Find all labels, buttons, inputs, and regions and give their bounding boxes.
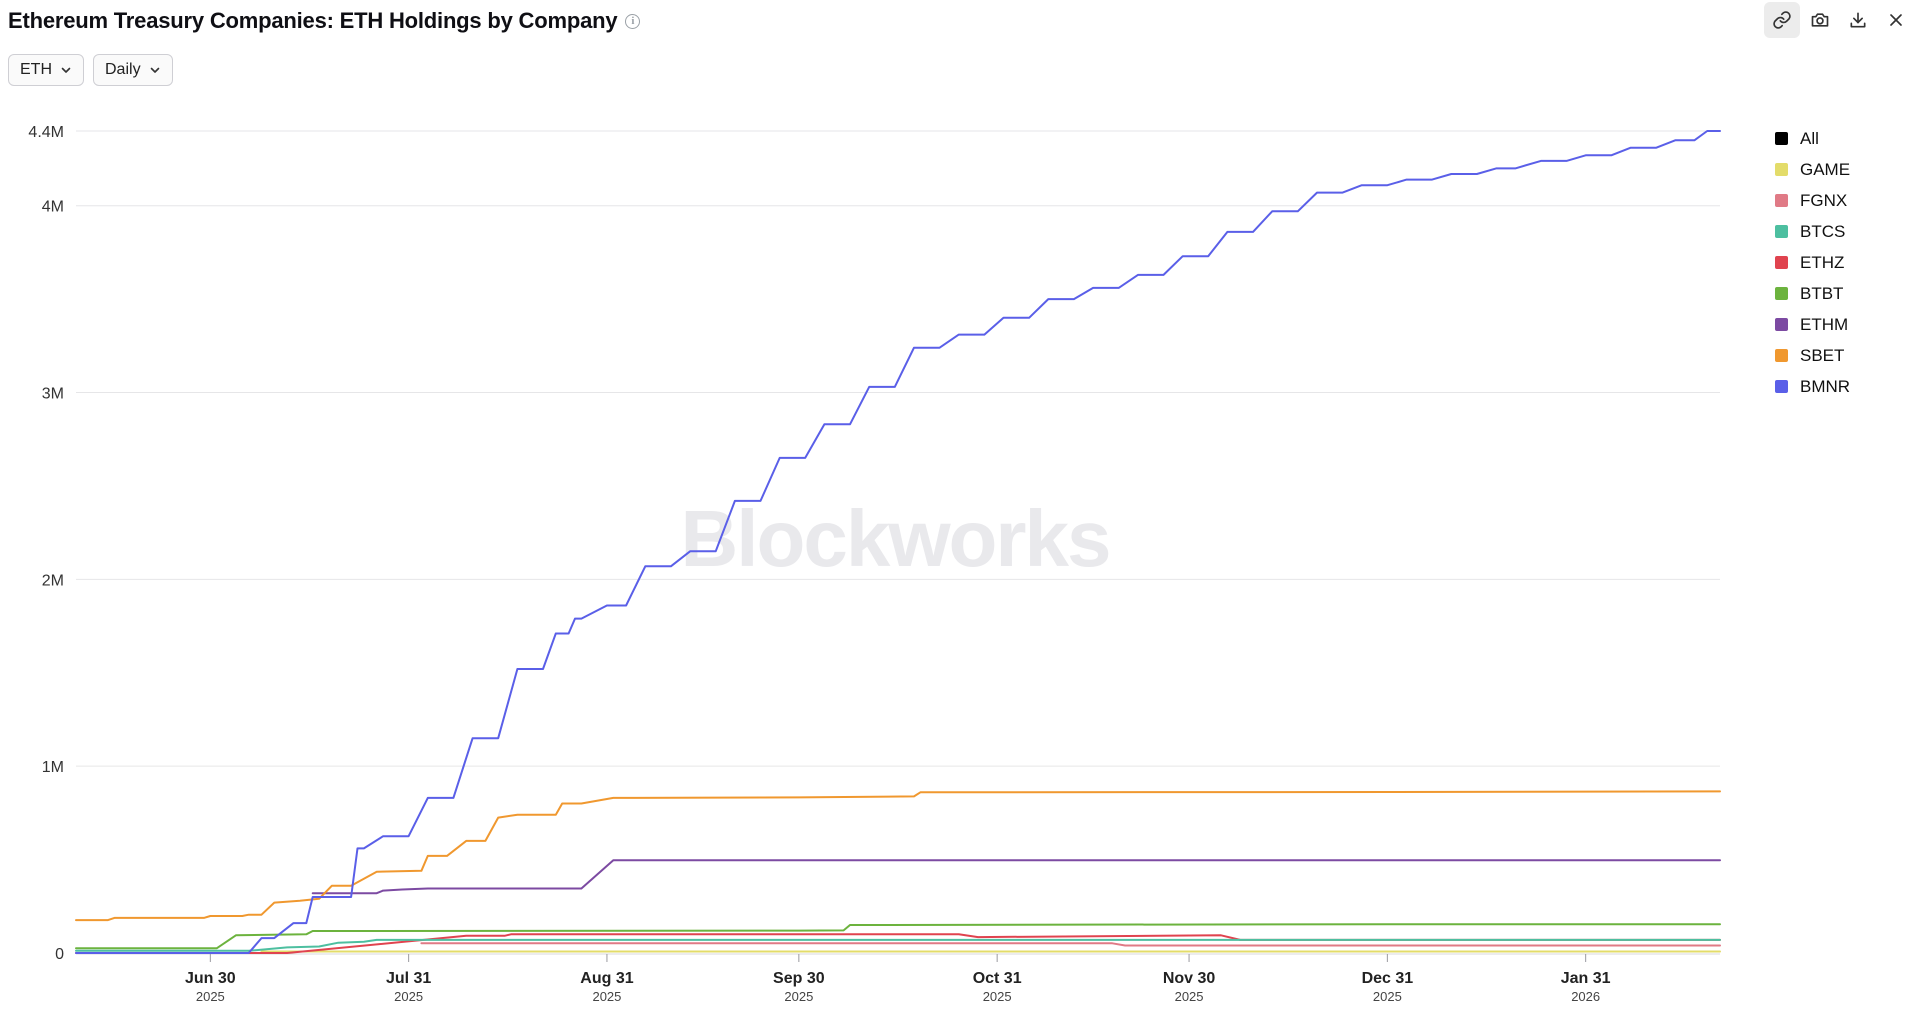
legend-label: GAME xyxy=(1800,159,1851,179)
y-tick-label: 2M xyxy=(42,572,64,589)
legend-item-btcs[interactable]: BTCS xyxy=(1775,216,1850,247)
watermark-text: Blockworks xyxy=(680,494,1109,583)
series-line-fgnx[interactable] xyxy=(420,942,1721,947)
legend-label: SBET xyxy=(1800,345,1845,365)
x-tick-label: Jun 30 xyxy=(185,970,236,987)
legend-label: ETHM xyxy=(1800,314,1849,334)
x-tick-year: 2025 xyxy=(1175,989,1204,1004)
legend-label: All xyxy=(1800,128,1819,148)
legend-swatch xyxy=(1775,194,1788,207)
legend-label: BTBT xyxy=(1800,283,1844,303)
axes: 0 1M 2M 3M 4M 4.4M Jun 30 2025 Jul 31 2025 Aug 31 2… xyxy=(28,124,1720,1004)
x-tick-label: Sep 30 xyxy=(773,970,825,987)
x-tick-label: Jan 31 xyxy=(1561,970,1611,987)
y-tick-label: 1M xyxy=(42,759,64,776)
x-tick-label: Nov 30 xyxy=(1163,970,1216,987)
legend-swatch xyxy=(1775,287,1788,300)
legend-item-bmnr[interactable]: BMNR xyxy=(1775,371,1850,402)
legend-label: BMNR xyxy=(1800,376,1851,396)
interval-select-value: Daily xyxy=(105,61,141,78)
grid-lines xyxy=(76,130,1720,767)
legend-item-all[interactable]: All xyxy=(1775,123,1850,154)
legend-label: BTCS xyxy=(1800,221,1846,241)
legend-label: FGNX xyxy=(1800,190,1848,210)
legend-swatch xyxy=(1775,318,1788,331)
legend-item-ethz[interactable]: ETHZ xyxy=(1775,247,1850,278)
chart-legend: All GAME FGNX BTCS ETHZ BTBT ETHM SBET BMNR xyxy=(1775,123,1850,402)
series-line-btbt[interactable] xyxy=(75,923,1721,950)
chart-controls: ETH Daily xyxy=(8,54,173,86)
x-tick-year: 2025 xyxy=(592,989,621,1004)
close-icon[interactable] xyxy=(1878,2,1914,38)
legend-swatch xyxy=(1775,163,1788,176)
page-title: Ethereum Treasury Companies: ETH Holding… xyxy=(8,8,618,33)
x-tick-year: 2025 xyxy=(1373,989,1402,1004)
x-tick-label: Oct 31 xyxy=(973,970,1022,987)
series-line-ethm[interactable] xyxy=(311,859,1721,895)
legend-label: ETHZ xyxy=(1800,252,1845,272)
legend-swatch xyxy=(1775,132,1788,145)
x-tick-year: 2025 xyxy=(983,989,1012,1004)
series-line-btcs[interactable] xyxy=(75,938,1721,952)
legend-item-ethm[interactable]: ETHM xyxy=(1775,309,1850,340)
legend-item-sbet[interactable]: SBET xyxy=(1775,340,1850,371)
legend-item-game[interactable]: GAME xyxy=(1775,154,1850,185)
legend-item-btbt[interactable]: BTBT xyxy=(1775,278,1850,309)
chevron-down-icon xyxy=(150,67,159,73)
x-tick-year: 2025 xyxy=(196,989,225,1004)
chart-header: Ethereum Treasury Companies: ETH Holding… xyxy=(8,8,641,34)
series-line-bmnr[interactable] xyxy=(75,130,1721,954)
interval-select[interactable]: Daily xyxy=(93,54,173,86)
y-tick-label: 4M xyxy=(42,199,64,216)
y-tick-label: 4.4M xyxy=(28,124,64,141)
x-tick-label: Dec 31 xyxy=(1362,970,1414,987)
x-tick-year: 2025 xyxy=(784,989,813,1004)
y-tick-label: 0 xyxy=(55,946,64,963)
info-icon[interactable]: i xyxy=(625,13,641,29)
series-line-ethz[interactable] xyxy=(75,933,1721,954)
x-tick-label: Aug 31 xyxy=(580,970,633,987)
x-tick-year: 2025 xyxy=(394,989,423,1004)
series-line-sbet[interactable] xyxy=(75,790,1721,922)
asset-select[interactable]: ETH xyxy=(8,54,84,86)
legend-swatch xyxy=(1775,349,1788,362)
legend-swatch xyxy=(1775,380,1788,393)
chart-toolbar xyxy=(1764,0,1920,38)
camera-icon[interactable] xyxy=(1802,2,1838,38)
x-tick-year: 2026 xyxy=(1571,989,1600,1004)
chevron-down-icon xyxy=(61,67,71,73)
download-icon[interactable] xyxy=(1840,2,1876,38)
legend-item-fgnx[interactable]: FGNX xyxy=(1775,185,1850,216)
legend-swatch xyxy=(1775,256,1788,269)
link-icon[interactable] xyxy=(1764,2,1800,38)
legend-swatch xyxy=(1775,225,1788,238)
asset-select-value: ETH xyxy=(20,61,52,78)
x-tick-label: Jul 31 xyxy=(386,970,431,987)
series-lines xyxy=(75,130,1721,954)
y-tick-label: 3M xyxy=(42,386,64,403)
